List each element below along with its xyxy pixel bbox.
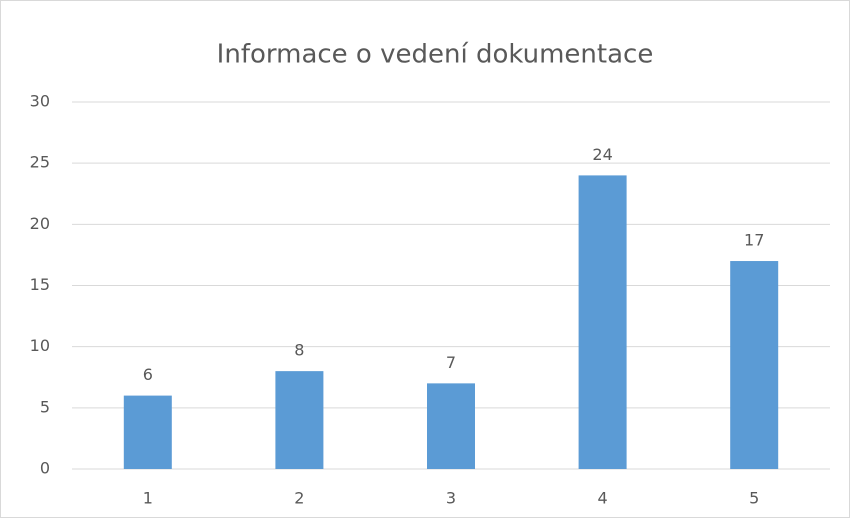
x-tick-label: 2 (294, 489, 304, 508)
data-label: 6 (143, 365, 153, 384)
x-tick-label: 3 (446, 489, 456, 508)
y-tick-label: 10 (30, 336, 50, 355)
data-label: 8 (294, 341, 304, 360)
y-tick-label: 25 (30, 153, 50, 172)
bar (427, 383, 475, 469)
y-tick-label: 0 (40, 459, 50, 478)
bar (123, 395, 172, 469)
data-label: 7 (446, 353, 456, 372)
chart-title: Informace o vedení dokumentace (217, 40, 654, 70)
y-tick-label: 30 (30, 92, 50, 111)
x-tick-label: 1 (143, 489, 153, 508)
x-tick-label: 4 (598, 489, 608, 508)
y-tick-label: 5 (40, 397, 50, 416)
bar (730, 261, 779, 469)
data-label: 17 (744, 231, 764, 250)
data-label: 24 (592, 145, 612, 164)
bar (578, 175, 627, 469)
y-tick-label: 15 (30, 275, 50, 294)
x-tick-label: 5 (749, 489, 759, 508)
y-tick-label: 20 (30, 214, 50, 233)
bar (275, 371, 324, 469)
